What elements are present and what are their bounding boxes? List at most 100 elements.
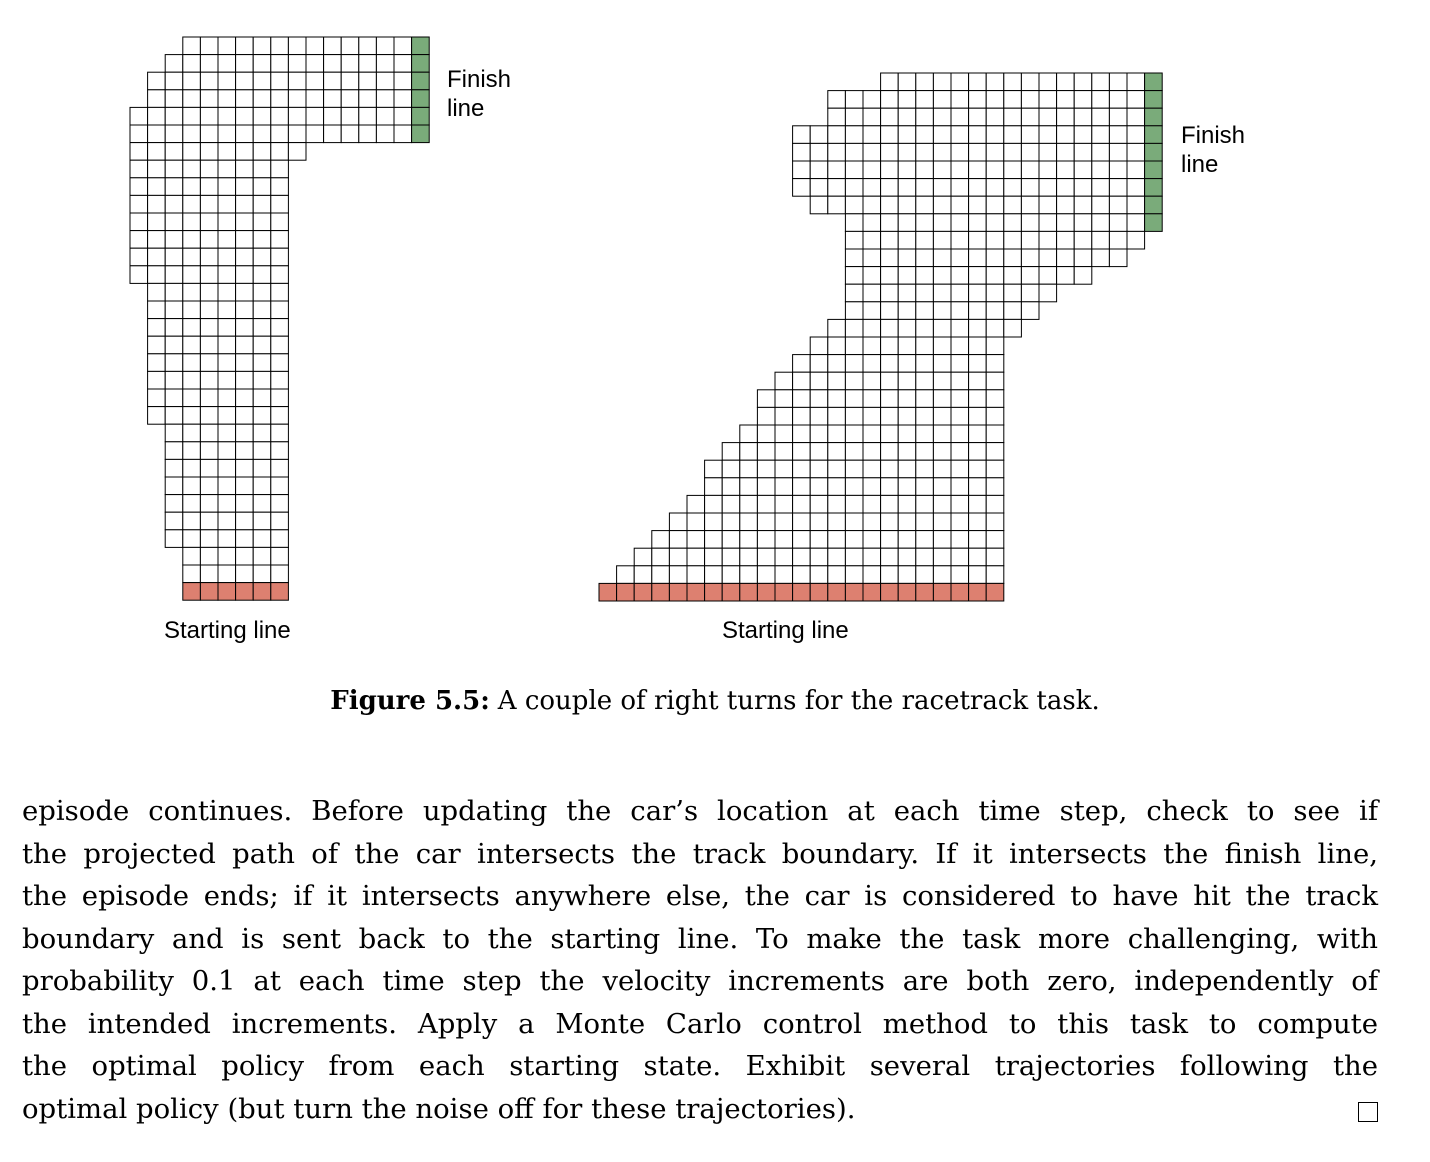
- left-track-cell: [270, 282, 289, 302]
- right-track-cell: [1073, 72, 1093, 92]
- right-track-cell: [880, 318, 899, 338]
- right-track-cell: [668, 547, 688, 567]
- right-track-cell: [915, 477, 934, 496]
- right-track-cell: [897, 90, 917, 109]
- right-track-cell: [827, 389, 846, 408]
- left-track-cell: [217, 247, 237, 267]
- right-track-cell: [1108, 195, 1128, 215]
- right-track-cell: [950, 178, 970, 197]
- right-track-cell: [1091, 195, 1110, 215]
- right-track-cell: [1003, 230, 1022, 250]
- left-track-cell: [129, 265, 149, 284]
- right-track-cell: [950, 354, 970, 373]
- right-track-cell: [968, 283, 987, 303]
- right-track-cell: [809, 547, 829, 567]
- right-track-cell: [1038, 107, 1058, 127]
- right-track-cell: [985, 442, 1005, 461]
- right-track-cell: [897, 125, 917, 144]
- left-finish-cell: [411, 54, 430, 73]
- left-start-cell: [270, 582, 289, 601]
- right-track-cell: [932, 424, 952, 444]
- right-track-cell: [950, 477, 970, 496]
- right-start-cell: [897, 582, 917, 602]
- right-track-cell: [915, 336, 934, 356]
- paragraph-line: optimal policy (but turn the noise off f…: [22, 1092, 856, 1125]
- right-track-cell: [1091, 213, 1110, 232]
- right-start-cell: [844, 582, 864, 602]
- right-track-cell: [968, 371, 987, 391]
- right-track-cell: [897, 354, 917, 373]
- right-track-cell: [1073, 213, 1093, 232]
- right-track-cell: [1003, 283, 1022, 303]
- right-track-cell: [862, 512, 882, 532]
- right-track-cell: [792, 125, 811, 144]
- right-track-cell: [968, 230, 987, 250]
- right-track-cell: [915, 442, 934, 461]
- left-track-cell: [199, 458, 219, 478]
- right-track-cell: [968, 547, 987, 567]
- right-track-cell: [985, 283, 1005, 303]
- right-track-cell: [915, 406, 934, 426]
- right-track-cell: [915, 213, 934, 232]
- left-track-cell: [164, 353, 184, 372]
- left-track-cell: [217, 370, 237, 390]
- left-track-cell: [252, 458, 272, 478]
- left-track-cell: [217, 89, 237, 108]
- right-track-cell: [704, 459, 723, 479]
- right-track-cell: [862, 389, 882, 408]
- left-track-cell: [217, 511, 237, 531]
- right-track-cell: [880, 230, 899, 250]
- left-track-cell: [375, 36, 395, 56]
- left-track-cell: [305, 54, 325, 73]
- right-start-cell: [686, 582, 706, 602]
- left-track-cell: [199, 353, 219, 372]
- right-track-cell: [1108, 230, 1128, 250]
- left-track-cell: [164, 511, 184, 531]
- right-track-cell: [968, 266, 987, 285]
- right-track-cell: [739, 512, 758, 532]
- left-track-cell: [164, 423, 184, 443]
- right-track-cell: [1056, 195, 1075, 215]
- right-track-cell: [809, 389, 829, 408]
- left-track-cell: [287, 142, 307, 161]
- right-finish-cell: [1144, 125, 1163, 144]
- right-track-cell: [1091, 178, 1110, 197]
- left-track-cell: [164, 335, 184, 355]
- right-track-cell: [827, 107, 846, 127]
- right-start-cell: [651, 582, 670, 602]
- right-track-cell: [809, 371, 829, 391]
- right-track-cell: [932, 301, 952, 320]
- left-track-cell: [287, 71, 307, 91]
- left-track-cell: [270, 106, 289, 126]
- right-track-cell: [932, 230, 952, 250]
- left-track-cell: [235, 564, 254, 584]
- left-track-cell: [199, 564, 219, 584]
- right-track-cell: [827, 494, 846, 514]
- left-track-cell: [375, 71, 395, 91]
- right-track-cell: [1126, 125, 1146, 144]
- left-track-cell: [164, 177, 184, 196]
- right-track-cell: [844, 160, 864, 180]
- left-track-cell: [235, 494, 254, 513]
- left-track-cell: [358, 89, 377, 108]
- right-track-cell: [844, 406, 864, 426]
- right-track-cell: [668, 512, 688, 532]
- right-track-cell: [1056, 90, 1075, 109]
- right-track-cell: [1108, 248, 1128, 268]
- left-track-cell: [375, 54, 395, 73]
- left-track-cell: [252, 36, 272, 56]
- left-track-cell: [182, 159, 201, 179]
- left-track-cell: [164, 159, 184, 179]
- right-track-cell: [827, 371, 846, 391]
- right-track-cell: [827, 512, 846, 532]
- right-track-cell: [985, 90, 1005, 109]
- left-start-cell: [252, 582, 272, 601]
- left-track-cell: [164, 194, 184, 214]
- left-track-cell: [199, 318, 219, 337]
- right-track-cell: [862, 301, 882, 320]
- right-track-cell: [721, 547, 741, 567]
- right-track-cell: [1073, 142, 1093, 162]
- left-track-cell: [182, 406, 201, 425]
- right-track-cell: [968, 336, 987, 356]
- left-track-cell: [270, 353, 289, 372]
